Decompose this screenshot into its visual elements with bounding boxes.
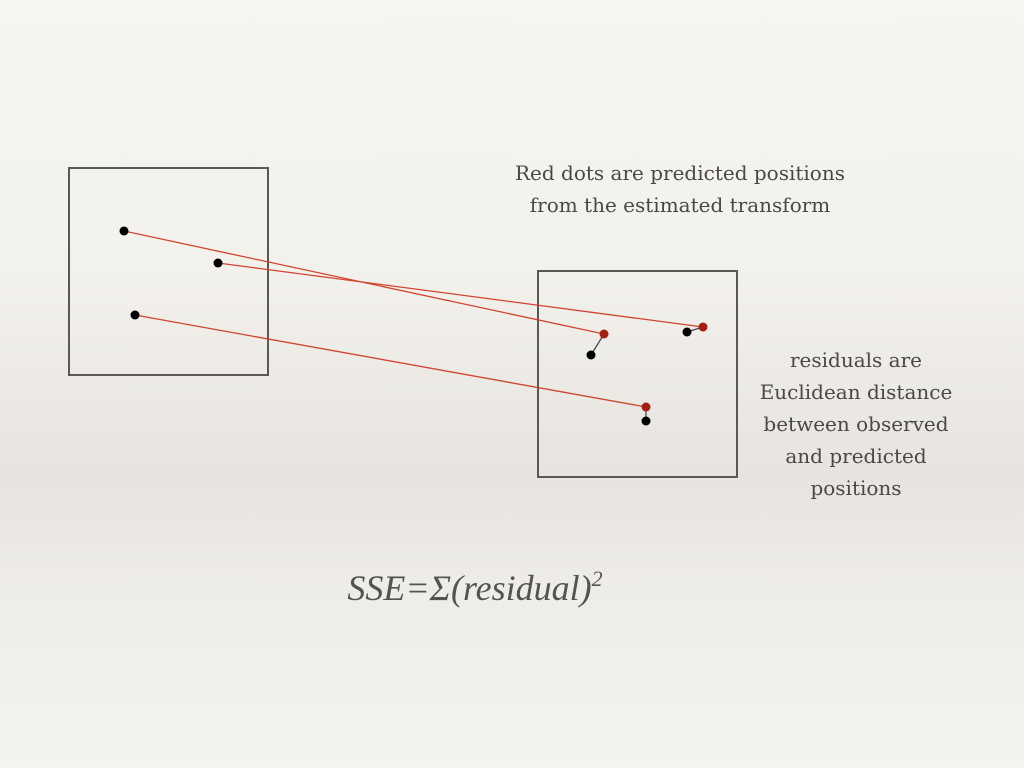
- predicted-point-3: [641, 402, 651, 412]
- sse-formula-exponent: 2: [591, 566, 603, 591]
- source-point-2: [213, 258, 223, 268]
- target-image-frame: [537, 270, 738, 478]
- source-point-1: [119, 226, 129, 236]
- sse-formula: SSE=Σ(residual)2: [250, 564, 700, 612]
- predicted-point-1: [599, 329, 609, 339]
- observed-point-3: [641, 416, 651, 426]
- observed-point-2: [682, 327, 692, 337]
- source-point-3: [130, 310, 140, 320]
- source-image-frame: [68, 167, 269, 376]
- sse-formula-main: SSE=Σ(residual): [347, 568, 592, 608]
- residuals-annotation: residuals are Euclidean distance between…: [759, 348, 953, 500]
- observed-point-1: [586, 350, 596, 360]
- predicted-point-2: [698, 322, 708, 332]
- correspondence-line-3: [134, 314, 647, 408]
- correspondence-line-2: [217, 262, 704, 328]
- predicted-dots-annotation: Red dots are predicted positions from th…: [515, 161, 845, 217]
